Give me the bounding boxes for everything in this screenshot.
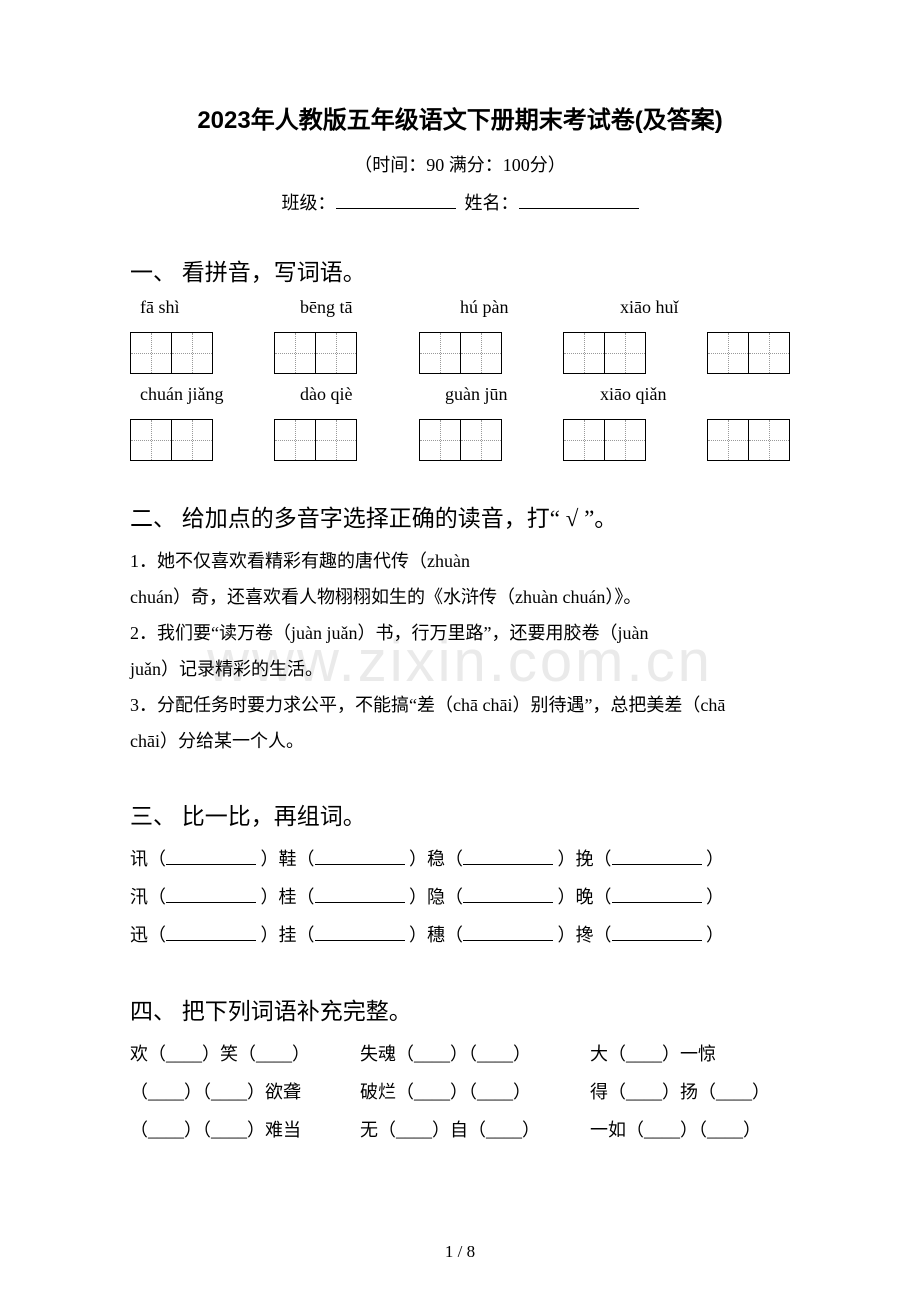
box-pair[interactable] [274,419,357,461]
page-footer: 1 / 8 [0,1242,920,1262]
pinyin: xiāo huǐ [620,297,679,318]
s4-cell: 失魂（____）（____） [360,1036,590,1074]
pinyin: chuán jiǎng [140,384,260,405]
q2-line: chāi）分给某一个人。 [130,723,790,759]
s4-cell: （____）（____）难当 [130,1112,360,1150]
pinyin-row-2: chuán jiǎng dào qiè guàn jūn xiāo qiǎn [140,384,790,405]
blank[interactable] [315,940,405,941]
pinyin: guàn jūn [445,384,560,405]
blank[interactable] [315,902,405,903]
s3-text: ）鞋（ [261,849,315,869]
pinyin: dào qiè [300,384,405,405]
s3-text: ）桂（ [261,887,315,907]
pinyin-row-1: fā shì bēng tā hú pàn xiāo huǐ [140,297,790,318]
box-pair[interactable] [707,332,790,374]
boxes-row-2 [130,419,790,461]
q2-line: 3．分配任务时要力求公平，不能搞“差（chā chāi）别待遇”，总把美差（ch… [130,687,790,723]
name-blank[interactable] [519,208,639,209]
q2-line: chuán）奇，还喜欢看人物栩栩如生的《水浒传（zhuàn chuán）》。 [130,579,790,615]
blank[interactable] [463,902,553,903]
s4-cell: 欢（____）笑（____） [130,1036,360,1074]
section1-title: 一、 看拼音，写词语。 [130,253,790,287]
blank[interactable] [166,902,256,903]
pinyin: fā shì [140,297,240,318]
box-pair[interactable] [419,419,502,461]
blank[interactable] [612,864,702,865]
blank[interactable] [463,940,553,941]
s3-text: ）隐（ [409,887,463,907]
s3-text: 讯（ [130,849,166,869]
section4-rows: 欢（____）笑（____） 失魂（____）（____） 大（____）一惊 … [130,1036,790,1149]
s3-row: 讯（ ）鞋（ ）稳（ ）挽（ ） [130,841,790,879]
s4-cell: 破烂（____）（____） [360,1074,590,1112]
class-label: 班级： [282,193,336,213]
s3-text: 汛（ [130,887,166,907]
pinyin: bēng tā [300,297,400,318]
s4-cell: 无（____）自（____） [360,1112,590,1150]
box-pair[interactable] [707,419,790,461]
box-pair[interactable] [130,332,213,374]
s3-row: 汛（ ）桂（ ）隐（ ）晚（ ） [130,879,790,917]
s3-text: ） [706,887,724,907]
s4-cell: （____）（____）欲聋 [130,1074,360,1112]
pinyin: hú pàn [460,297,560,318]
section3-title: 三、 比一比，再组词。 [130,797,790,831]
s3-text: 迅（ [130,925,166,945]
boxes-row-1 [130,332,790,374]
box-pair[interactable] [130,419,213,461]
q2-line: 1．她不仅喜欢看精彩有趣的唐代传（zhuàn [130,543,790,579]
doc-title: 2023年人教版五年级语文下册期末考试卷(及答案) [130,100,790,135]
s4-cell: 一如（____）（____） [590,1112,761,1150]
s3-text: ）穗（ [409,925,463,945]
q2-line: juǎn）记录精彩的生活。 [130,651,790,687]
s3-text: ）挂（ [261,925,315,945]
s3-text: ）稳（ [409,849,463,869]
doc-subtitle: （时间：90 满分：100分） [130,151,790,177]
section2-title: 二、 给加点的多音字选择正确的读音，打“ √ ”。 [130,499,790,533]
s4-cell: 得（____）扬（____） [590,1074,770,1112]
box-pair[interactable] [563,419,646,461]
info-line: 班级： 姓名： [130,189,790,215]
page-content: 2023年人教版五年级语文下册期末考试卷(及答案) （时间：90 满分：100分… [130,100,790,1150]
s3-text: ） [706,849,724,869]
blank[interactable] [612,940,702,941]
s3-row: 迅（ ）挂（ ）穗（ ）搀（ ） [130,917,790,955]
s4-row: 欢（____）笑（____） 失魂（____）（____） 大（____）一惊 [130,1036,790,1074]
s3-text: ）挽（ [558,849,612,869]
s4-row: （____）（____）欲聋 破烂（____）（____） 得（____）扬（_… [130,1074,790,1112]
q2-line: 2．我们要“读万卷（juàn juǎn）书，行万里路”，还要用胶卷（juàn [130,615,790,651]
s3-text: ）搀（ [558,925,612,945]
section4-title: 四、 把下列词语补充完整。 [130,992,790,1026]
blank[interactable] [166,864,256,865]
blank[interactable] [166,940,256,941]
box-pair[interactable] [274,332,357,374]
box-pair[interactable] [419,332,502,374]
s3-text: ） [706,925,724,945]
s4-row: （____）（____）难当 无（____）自（____） 一如（____）（_… [130,1112,790,1150]
class-blank[interactable] [336,208,456,209]
pinyin: xiāo qiǎn [600,384,666,405]
section3-rows: 讯（ ）鞋（ ）稳（ ）挽（ ） 汛（ ）桂（ ）隐（ ）晚（ ） 迅（ ）挂（… [130,841,790,954]
s4-cell: 大（____）一惊 [590,1036,716,1074]
blank[interactable] [463,864,553,865]
box-pair[interactable] [563,332,646,374]
name-label: 姓名： [465,193,519,213]
blank[interactable] [315,864,405,865]
blank[interactable] [612,902,702,903]
s3-text: ）晚（ [558,887,612,907]
